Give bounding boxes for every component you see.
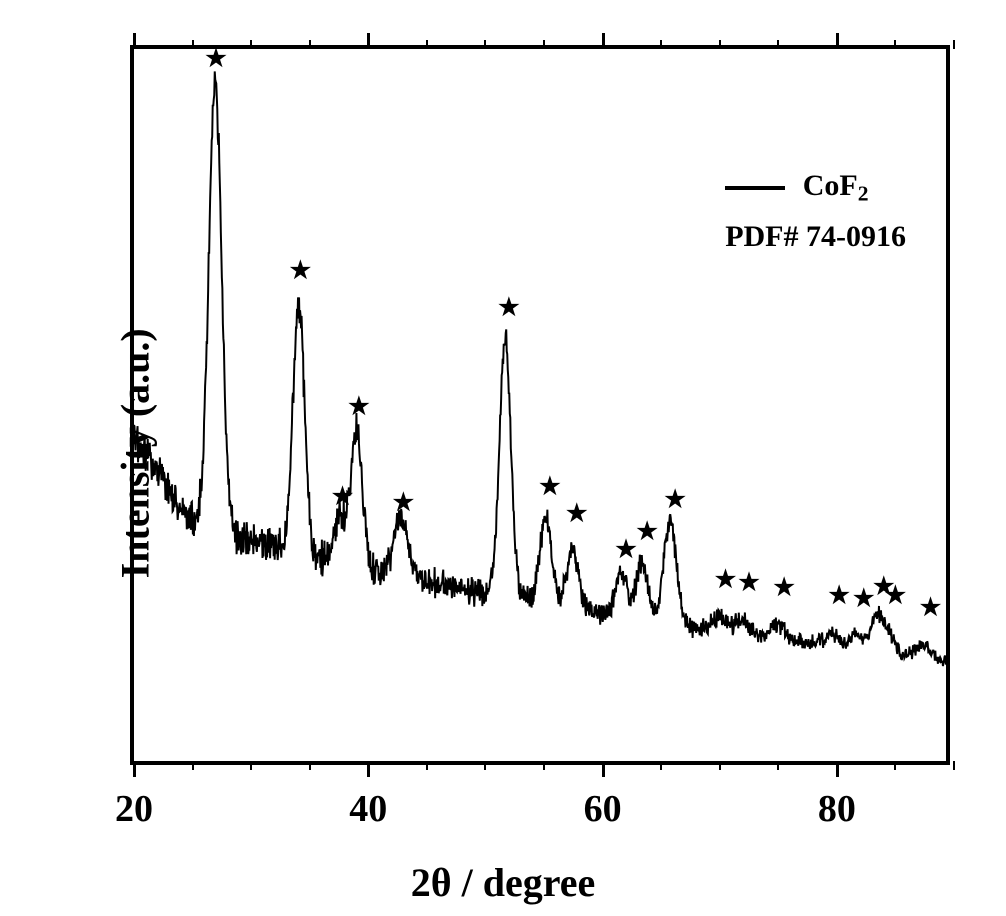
- x-tick-label: 40: [349, 787, 387, 831]
- x-axis-label: 2θ / degree: [411, 859, 596, 906]
- plot-area: CoF2 PDF# 74-0916 20406080★★★★★★★★★★★★★★…: [130, 45, 950, 765]
- legend-series: CoF2: [725, 169, 906, 206]
- xrd-chart: Intensity (a.u.) 2θ / degree CoF2 PDF# 7…: [0, 0, 1006, 916]
- x-tick-label: 20: [115, 787, 153, 831]
- legend-series-label: CoF2: [803, 169, 869, 202]
- legend-pdf-ref: PDF# 74-0916: [725, 220, 906, 254]
- x-tick-label: 60: [584, 787, 622, 831]
- xrd-trace: [134, 71, 946, 666]
- legend: CoF2 PDF# 74-0916: [725, 169, 906, 254]
- xrd-pattern-svg: [134, 49, 946, 761]
- legend-line-sample: [725, 186, 785, 190]
- x-tick-label: 80: [818, 787, 856, 831]
